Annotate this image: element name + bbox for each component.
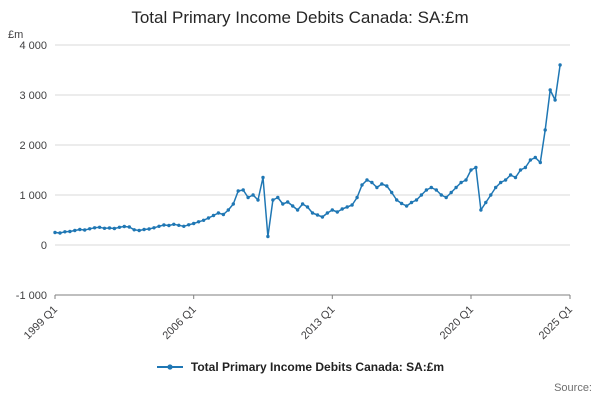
svg-text:2 000: 2 000 — [19, 140, 47, 152]
svg-text:1 000: 1 000 — [19, 190, 47, 202]
line-chart: -1 000 0 1 000 2 000 3 000 4 000 1999 Q1 2006 Q… — [8, 29, 575, 342]
chart-legend[interactable]: Total Primary Income Debits Canada: SA:£… — [0, 360, 600, 374]
svg-text:2006 Q1: 2006 Q1 — [160, 304, 198, 342]
svg-text:2025 Q1: 2025 Q1 — [537, 304, 575, 342]
svg-text:3 000: 3 000 — [19, 90, 47, 102]
source-label: Source: — [554, 382, 592, 394]
svg-text:-1 000: -1 000 — [16, 290, 47, 302]
svg-text:2020 Q1: 2020 Q1 — [438, 304, 476, 342]
svg-text:4 000: 4 000 — [19, 40, 47, 52]
svg-text:1999 Q1: 1999 Q1 — [22, 304, 60, 342]
svg-text:£m: £m — [8, 29, 23, 41]
chart-title: Total Primary Income Debits Canada: SA:£… — [131, 8, 469, 27]
legend-label: Total Primary Income Debits Canada: SA:£… — [190, 360, 445, 374]
legend-swatch — [156, 364, 183, 370]
svg-text:2013 Q1: 2013 Q1 — [299, 304, 337, 342]
svg-text:0: 0 — [41, 240, 47, 252]
